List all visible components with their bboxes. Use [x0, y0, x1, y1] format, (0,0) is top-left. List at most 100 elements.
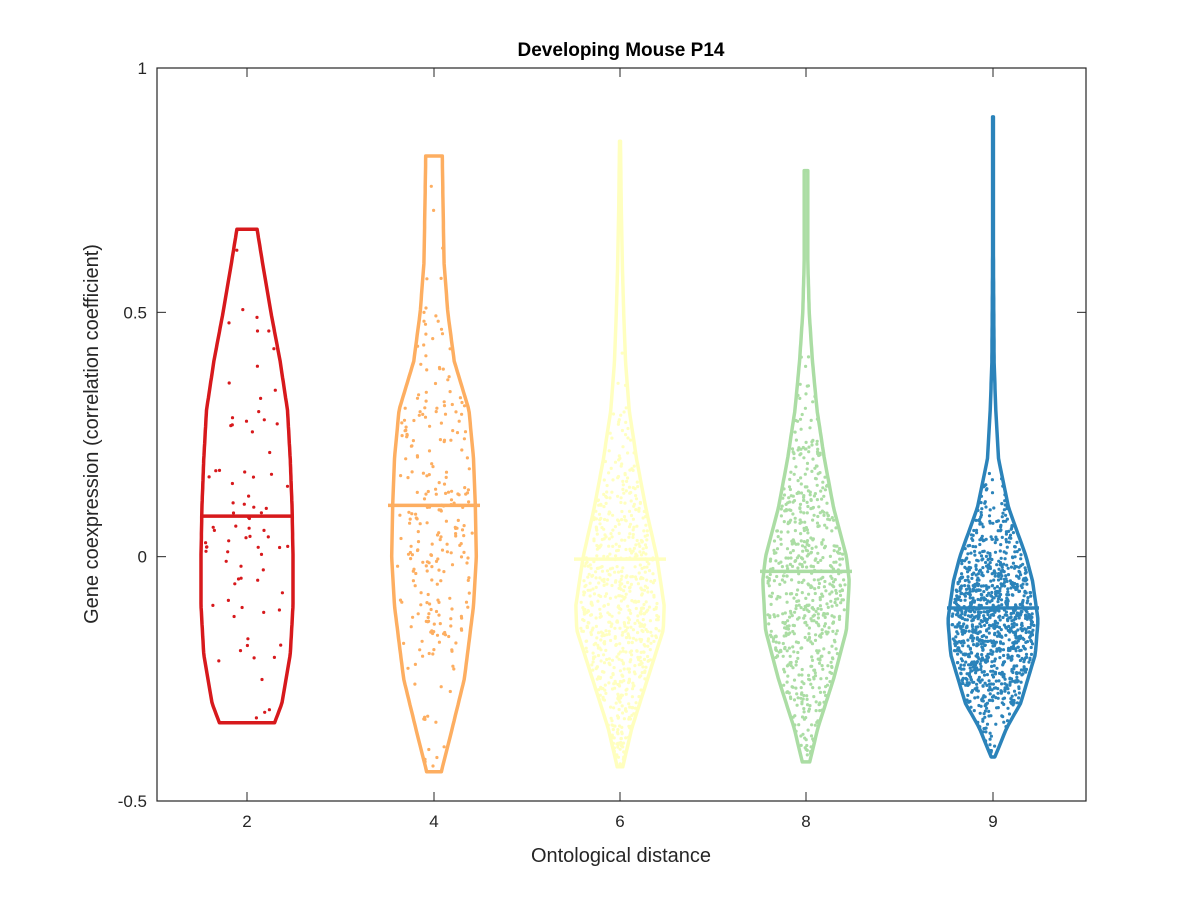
- data-point: [829, 660, 833, 664]
- data-point: [615, 742, 619, 746]
- data-point: [645, 529, 649, 533]
- data-point: [599, 648, 603, 652]
- data-point: [263, 710, 267, 714]
- y-axis-label: Gene coexpression (correlation coefficie…: [81, 244, 103, 624]
- data-point: [647, 569, 652, 573]
- data-point: [634, 577, 638, 581]
- data-point: [623, 501, 627, 505]
- data-point: [786, 627, 791, 631]
- data-point: [816, 578, 820, 582]
- data-point: [990, 584, 994, 588]
- data-point: [971, 533, 975, 538]
- data-point: [434, 410, 438, 414]
- data-point: [628, 589, 632, 593]
- data-point: [804, 364, 808, 368]
- data-point: [981, 596, 986, 600]
- data-point: [974, 528, 979, 532]
- data-point: [798, 562, 802, 566]
- data-point: [796, 656, 800, 661]
- data-point: [1002, 720, 1006, 724]
- data-point: [804, 526, 809, 530]
- data-point: [966, 644, 970, 648]
- data-point: [959, 663, 963, 667]
- data-point: [780, 504, 784, 508]
- data-point: [459, 555, 464, 559]
- data-point: [635, 524, 639, 528]
- data-point: [1000, 502, 1004, 506]
- data-point: [594, 624, 599, 629]
- data-point: [597, 512, 602, 516]
- data-point: [793, 516, 797, 520]
- data-point: [598, 607, 602, 611]
- data-point: [825, 526, 829, 530]
- data-point: [817, 581, 822, 586]
- data-point: [587, 572, 591, 576]
- data-point: [982, 590, 986, 594]
- data-point: [608, 496, 612, 500]
- violin-outline: [389, 154, 479, 774]
- data-point: [449, 624, 453, 628]
- data-point: [600, 634, 604, 638]
- data-point: [620, 633, 624, 637]
- data-point: [416, 540, 421, 544]
- data-point: [599, 638, 603, 642]
- data-point: [267, 708, 271, 712]
- data-point: [439, 579, 443, 583]
- data-point: [792, 596, 796, 600]
- data-point: [624, 489, 628, 493]
- data-point: [1009, 612, 1013, 616]
- data-point: [832, 638, 837, 642]
- data-point: [798, 396, 802, 400]
- data-point: [796, 479, 800, 483]
- data-point: [605, 569, 610, 573]
- data-point: [639, 659, 643, 664]
- data-point: [620, 582, 624, 586]
- data-point: [976, 631, 980, 636]
- data-point: [621, 649, 625, 653]
- data-point: [634, 543, 638, 547]
- data-point: [611, 672, 615, 676]
- data-point: [799, 743, 803, 748]
- data-point: [594, 570, 598, 574]
- data-point: [592, 539, 596, 543]
- data-point: [1009, 700, 1013, 704]
- data-point: [818, 701, 822, 705]
- data-point: [1028, 635, 1032, 639]
- data-point: [1006, 587, 1010, 591]
- data-point: [977, 518, 981, 523]
- data-point: [261, 568, 265, 572]
- data-point: [631, 532, 635, 537]
- data-point: [584, 583, 588, 587]
- data-point: [462, 550, 466, 555]
- data-point: [627, 670, 632, 674]
- data-point: [962, 667, 966, 671]
- data-point: [597, 593, 601, 598]
- data-point: [419, 362, 423, 366]
- data-point: [580, 629, 584, 633]
- data-point: [590, 663, 594, 667]
- data-point: [983, 681, 987, 685]
- data-point: [1019, 680, 1023, 684]
- data-point: [466, 578, 470, 583]
- data-point: [816, 612, 820, 616]
- data-point: [962, 641, 966, 645]
- data-point: [979, 610, 983, 615]
- data-point: [604, 629, 608, 633]
- data-point: [423, 406, 427, 410]
- data-point: [982, 549, 986, 553]
- data-point: [634, 606, 638, 611]
- data-point: [649, 579, 653, 583]
- data-point: [992, 578, 996, 582]
- data-point: [607, 657, 612, 661]
- data-point: [429, 553, 433, 557]
- data-point: [204, 541, 208, 545]
- data-point: [1007, 529, 1011, 534]
- data-point: [793, 529, 798, 533]
- data-point: [450, 489, 454, 493]
- data-point: [799, 606, 803, 610]
- data-point: [956, 632, 960, 636]
- data-point: [647, 605, 652, 609]
- data-point: [804, 620, 808, 625]
- data-point: [1017, 686, 1021, 691]
